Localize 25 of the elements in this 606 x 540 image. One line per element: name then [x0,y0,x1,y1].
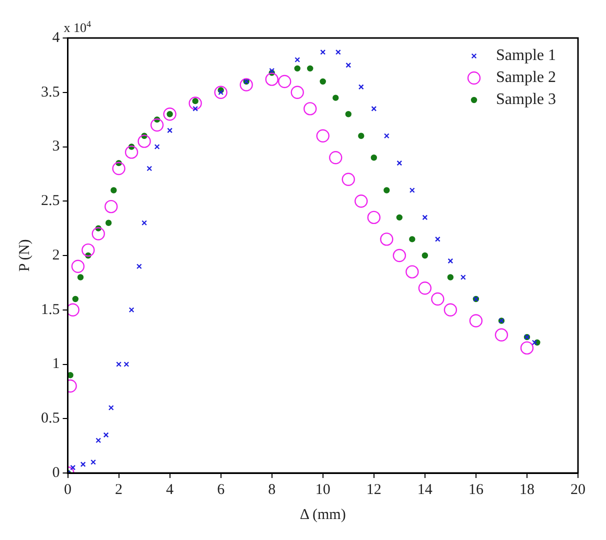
y-tick-label: 3.5 [41,84,60,100]
x-tick-label: 6 [217,482,226,498]
x-axis-title: Δ (mm) [300,506,346,523]
y-axis-title: P (N) [16,239,33,272]
y-tick-label: 1 [52,356,60,372]
x-tick-label: 20 [570,482,586,498]
x-tick-label: 12 [366,482,382,498]
y-tick-label: 4 [52,30,60,46]
y-tick-label: 0 [52,464,60,481]
y-tick-label: 2 [52,247,60,264]
x-tick-label: 10 [315,482,330,498]
y-tick-label: 3 [52,138,60,155]
x-tick-label: 0 [64,482,72,498]
x-tick-label: 16 [468,482,484,498]
legend-label: Sample 3 [496,91,556,108]
legend-label: Sample 2 [496,69,556,86]
x-tick-label: 14 [417,482,433,498]
x-tick-label: 8 [268,482,276,498]
legend-label: Sample 1 [496,47,556,64]
x-tick-label: 4 [166,482,174,498]
y-tick-label: 2.5 [41,193,60,210]
y-tick-label: 0.5 [41,410,60,427]
x-tick-label: 18 [519,482,534,498]
x-tick-label: 2 [115,482,123,498]
y-tick-label: 1.5 [41,302,60,318]
